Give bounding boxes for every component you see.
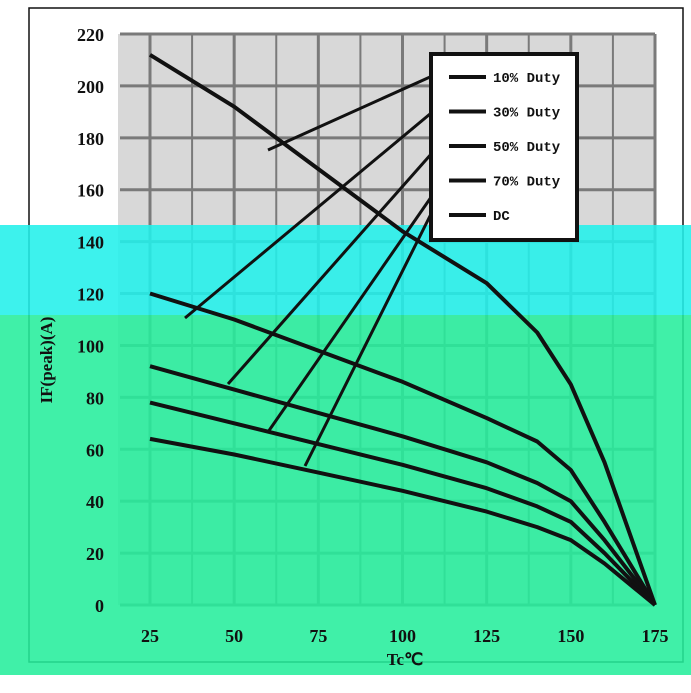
overlay-band-green	[0, 315, 691, 675]
legend-leader-4	[303, 213, 433, 467]
series-group	[148, 53, 657, 607]
legend-label-4: DC	[493, 209, 510, 225]
y-tick-label: 140	[77, 233, 104, 253]
y-tick-label: 40	[86, 492, 104, 512]
y-tick-label: 20	[86, 544, 104, 564]
x-tick-label: 150	[557, 626, 584, 646]
x-tick-labels: 25 50 75 100 125 150 175	[141, 626, 669, 646]
y-tick-label: 160	[77, 181, 104, 201]
x-tick-label: 100	[389, 626, 416, 646]
series-line-4	[149, 436, 657, 607]
legend-leader-2	[226, 143, 442, 385]
legend-label-0: 10% Duty	[493, 71, 561, 87]
x-tick-label: 75	[309, 626, 327, 646]
series-line-3	[149, 400, 657, 607]
series-line-0	[148, 53, 657, 606]
x-axis-title: Tc℃	[387, 650, 423, 669]
legend-leader-3	[266, 179, 445, 433]
y-tick-label: 0	[95, 596, 104, 616]
overlay-bands	[0, 225, 691, 675]
legend: 10% Duty 30% Duty 50% Duty 70% Duty DC	[429, 52, 579, 242]
y-axis-title: IF(peak)(A)	[37, 317, 56, 404]
series-line-2	[149, 364, 657, 607]
legend-label-3: 70% Duty	[493, 175, 561, 191]
legend-leader-0	[267, 75, 431, 152]
x-tick-label: 125	[473, 626, 500, 646]
legend-leaders	[184, 75, 445, 467]
legend-label-1: 30% Duty	[493, 106, 561, 122]
y-tick-label: 80	[86, 388, 104, 408]
y-tick-label: 220	[77, 25, 104, 45]
legend-label-2: 50% Duty	[493, 140, 561, 156]
series-line-1	[149, 291, 657, 607]
y-tick-label: 200	[77, 77, 104, 97]
x-tick-label: 25	[141, 626, 159, 646]
x-tick-label: 50	[225, 626, 243, 646]
y-tick-labels: 0 20 40 60 80 100 120 140 160 180 200 220	[77, 25, 104, 616]
y-tick-label: 180	[77, 129, 104, 149]
y-tick-label: 100	[77, 336, 104, 356]
y-tick-label: 60	[86, 440, 104, 460]
legend-box	[429, 52, 579, 242]
legend-leader-1	[184, 107, 437, 320]
y-tick-label: 120	[77, 285, 104, 305]
x-tick-label: 175	[642, 626, 669, 646]
